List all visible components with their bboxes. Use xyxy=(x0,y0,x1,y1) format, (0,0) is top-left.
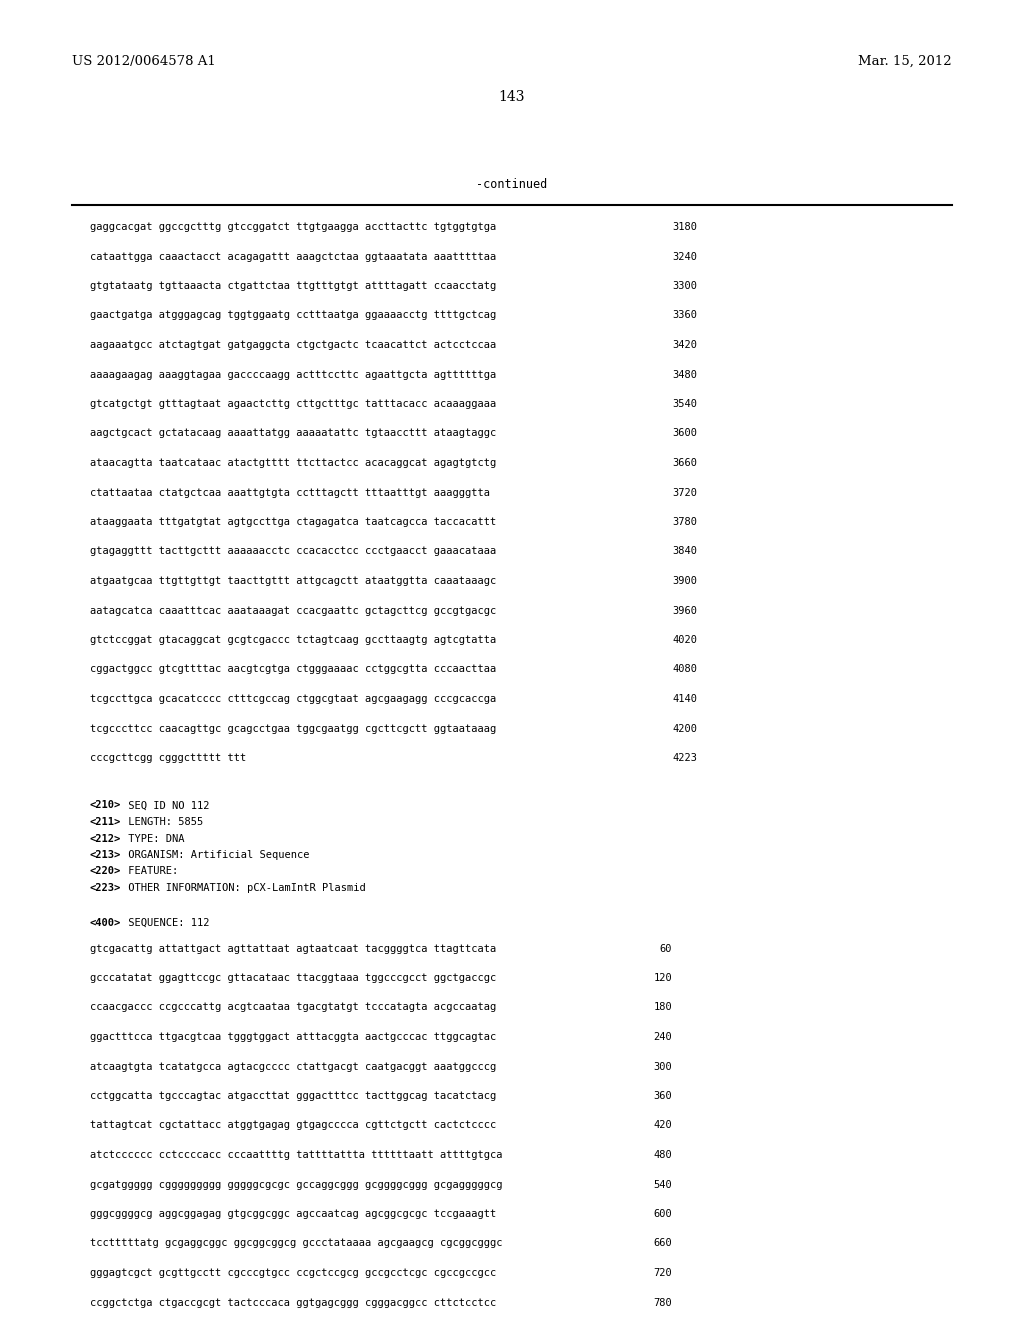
Text: TYPE: DNA: TYPE: DNA xyxy=(123,833,185,843)
Text: <211>: <211> xyxy=(90,817,121,828)
Text: 3180: 3180 xyxy=(672,222,697,232)
Text: atcaagtgta tcatatgcca agtacgcccc ctattgacgt caatgacggt aaatggcccg: atcaagtgta tcatatgcca agtacgcccc ctattga… xyxy=(90,1061,497,1072)
Text: <213>: <213> xyxy=(90,850,121,861)
Text: 420: 420 xyxy=(653,1121,672,1130)
Text: 240: 240 xyxy=(653,1032,672,1041)
Text: 3900: 3900 xyxy=(672,576,697,586)
Text: gtcatgctgt gtttagtaat agaactcttg cttgctttgc tatttacacc acaaaggaaa: gtcatgctgt gtttagtaat agaactcttg cttgctt… xyxy=(90,399,497,409)
Text: SEQ ID NO 112: SEQ ID NO 112 xyxy=(123,800,210,810)
Text: 3840: 3840 xyxy=(672,546,697,557)
Text: tattagtcat cgctattacc atggtgagag gtgagcccca cgttctgctt cactctcccc: tattagtcat cgctattacc atggtgagag gtgagcc… xyxy=(90,1121,497,1130)
Text: <223>: <223> xyxy=(90,883,121,894)
Text: ccggctctga ctgaccgcgt tactcccaca ggtgagcggg cgggacggcc cttctcctcc: ccggctctga ctgaccgcgt tactcccaca ggtgagc… xyxy=(90,1298,497,1308)
Text: 4020: 4020 xyxy=(672,635,697,645)
Text: cataattgga caaactacct acagagattt aaagctctaa ggtaaatata aaatttttaa: cataattgga caaactacct acagagattt aaagctc… xyxy=(90,252,497,261)
Text: aagaaatgcc atctagtgat gatgaggcta ctgctgactc tcaacattct actcctccaa: aagaaatgcc atctagtgat gatgaggcta ctgctga… xyxy=(90,341,497,350)
Text: cggactggcc gtcgttttac aacgtcgtga ctgggaaaac cctggcgtta cccaacttaa: cggactggcc gtcgttttac aacgtcgtga ctgggaa… xyxy=(90,664,497,675)
Text: -continued: -continued xyxy=(476,178,548,191)
Text: 3480: 3480 xyxy=(672,370,697,380)
Text: aagctgcact gctatacaag aaaattatgg aaaaatattc tgtaaccttt ataagtaggc: aagctgcact gctatacaag aaaattatgg aaaaata… xyxy=(90,429,497,438)
Text: 540: 540 xyxy=(653,1180,672,1189)
Text: cccgcttcgg cgggcttttt ttt: cccgcttcgg cgggcttttt ttt xyxy=(90,752,246,763)
Text: tcgcccttcc caacagttgc gcagcctgaa tggcgaatgg cgcttcgctt ggtaataaag: tcgcccttcc caacagttgc gcagcctgaa tggcgaa… xyxy=(90,723,497,734)
Text: 480: 480 xyxy=(653,1150,672,1160)
Text: 60: 60 xyxy=(659,944,672,953)
Text: 600: 600 xyxy=(653,1209,672,1218)
Text: tcgccttgca gcacatcccc ctttcgccag ctggcgtaat agcgaagagg cccgcaccga: tcgccttgca gcacatcccc ctttcgccag ctggcgt… xyxy=(90,694,497,704)
Text: aatagcatca caaatttcac aaataaagat ccacgaattc gctagcttcg gccgtgacgc: aatagcatca caaatttcac aaataaagat ccacgaa… xyxy=(90,606,497,615)
Text: gcccatatat ggagttccgc gttacataac ttacggtaaa tggcccgcct ggctgaccgc: gcccatatat ggagttccgc gttacataac ttacggt… xyxy=(90,973,497,983)
Text: gtgtataatg tgttaaacta ctgattctaa ttgtttgtgt attttagatt ccaacctatg: gtgtataatg tgttaaacta ctgattctaa ttgtttg… xyxy=(90,281,497,290)
Text: 3960: 3960 xyxy=(672,606,697,615)
Text: 780: 780 xyxy=(653,1298,672,1308)
Text: gtcgacattg attattgact agttattaat agtaatcaat tacggggtca ttagttcata: gtcgacattg attattgact agttattaat agtaatc… xyxy=(90,944,497,953)
Text: 4200: 4200 xyxy=(672,723,697,734)
Text: SEQUENCE: 112: SEQUENCE: 112 xyxy=(123,917,210,928)
Text: gggcggggcg aggcggagag gtgcggcggc agccaatcag agcggcgcgc tccgaaagtt: gggcggggcg aggcggagag gtgcggcggc agccaat… xyxy=(90,1209,497,1218)
Text: 3720: 3720 xyxy=(672,487,697,498)
Text: gtctccggat gtacaggcat gcgtcgaccc tctagtcaag gccttaagtg agtcgtatta: gtctccggat gtacaggcat gcgtcgaccc tctagtc… xyxy=(90,635,497,645)
Text: gcgatggggg cggggggggg gggggcgcgc gccaggcggg gcggggcggg gcgagggggcg: gcgatggggg cggggggggg gggggcgcgc gccaggc… xyxy=(90,1180,503,1189)
Text: 4223: 4223 xyxy=(672,752,697,763)
Text: 180: 180 xyxy=(653,1002,672,1012)
Text: 3540: 3540 xyxy=(672,399,697,409)
Text: 4140: 4140 xyxy=(672,694,697,704)
Text: aaaagaagag aaaggtagaa gaccccaagg actttccttc agaattgcta agttttttga: aaaagaagag aaaggtagaa gaccccaagg actttcc… xyxy=(90,370,497,380)
Text: ataaggaata tttgatgtat agtgccttga ctagagatca taatcagcca taccacattt: ataaggaata tttgatgtat agtgccttga ctagaga… xyxy=(90,517,497,527)
Text: gggagtcgct gcgttgcctt cgcccgtgcc ccgctccgcg gccgcctcgc cgccgccgcc: gggagtcgct gcgttgcctt cgcccgtgcc ccgctcc… xyxy=(90,1269,497,1278)
Text: atgaatgcaa ttgttgttgt taacttgttt attgcagctt ataatggtta caaataaagc: atgaatgcaa ttgttgttgt taacttgttt attgcag… xyxy=(90,576,497,586)
Text: 3660: 3660 xyxy=(672,458,697,469)
Text: LENGTH: 5855: LENGTH: 5855 xyxy=(123,817,204,828)
Text: FEATURE:: FEATURE: xyxy=(123,866,179,876)
Text: ggactttcca ttgacgtcaa tgggtggact atttacggta aactgcccac ttggcagtac: ggactttcca ttgacgtcaa tgggtggact atttacg… xyxy=(90,1032,497,1041)
Text: <220>: <220> xyxy=(90,866,121,876)
Text: ataacagtta taatcataac atactgtttt ttcttactcc acacaggcat agagtgtctg: ataacagtta taatcataac atactgtttt ttcttac… xyxy=(90,458,497,469)
Text: tcctttttatg gcgaggcggc ggcggcggcg gccctataaaa agcgaagcg cgcggcgggc: tcctttttatg gcgaggcggc ggcggcggcg gcccta… xyxy=(90,1238,503,1249)
Text: gtagaggttt tacttgcttt aaaaaacctc ccacacctcc ccctgaacct gaaacataaa: gtagaggttt tacttgcttt aaaaaacctc ccacacc… xyxy=(90,546,497,557)
Text: <400>: <400> xyxy=(90,917,121,928)
Text: 3300: 3300 xyxy=(672,281,697,290)
Text: gaactgatga atgggagcag tggtggaatg cctttaatga ggaaaacctg ttttgctcag: gaactgatga atgggagcag tggtggaatg cctttaa… xyxy=(90,310,497,321)
Text: 143: 143 xyxy=(499,90,525,104)
Text: 3360: 3360 xyxy=(672,310,697,321)
Text: ccaacgaccc ccgcccattg acgtcaataa tgacgtatgt tcccatagta acgccaatag: ccaacgaccc ccgcccattg acgtcaataa tgacgta… xyxy=(90,1002,497,1012)
Text: atctcccccc cctccccacc cccaattttg tattttattta ttttttaatt attttgtgca: atctcccccc cctccccacc cccaattttg tatttta… xyxy=(90,1150,503,1160)
Text: 4080: 4080 xyxy=(672,664,697,675)
Text: 3240: 3240 xyxy=(672,252,697,261)
Text: 3780: 3780 xyxy=(672,517,697,527)
Text: <210>: <210> xyxy=(90,800,121,810)
Text: 360: 360 xyxy=(653,1092,672,1101)
Text: Mar. 15, 2012: Mar. 15, 2012 xyxy=(858,55,952,69)
Text: 660: 660 xyxy=(653,1238,672,1249)
Text: ctattaataa ctatgctcaa aaattgtgta cctttagctt tttaatttgt aaagggtta: ctattaataa ctatgctcaa aaattgtgta cctttag… xyxy=(90,487,490,498)
Text: cctggcatta tgcccagtac atgaccttat gggactttcc tacttggcag tacatctacg: cctggcatta tgcccagtac atgaccttat gggactt… xyxy=(90,1092,497,1101)
Text: US 2012/0064578 A1: US 2012/0064578 A1 xyxy=(72,55,216,69)
Text: ORGANISM: Artificial Sequence: ORGANISM: Artificial Sequence xyxy=(123,850,310,861)
Text: 120: 120 xyxy=(653,973,672,983)
Text: gaggcacgat ggccgctttg gtccggatct ttgtgaagga accttacttc tgtggtgtga: gaggcacgat ggccgctttg gtccggatct ttgtgaa… xyxy=(90,222,497,232)
Text: 3600: 3600 xyxy=(672,429,697,438)
Text: 300: 300 xyxy=(653,1061,672,1072)
Text: OTHER INFORMATION: pCX-LamIntR Plasmid: OTHER INFORMATION: pCX-LamIntR Plasmid xyxy=(123,883,367,894)
Text: 3420: 3420 xyxy=(672,341,697,350)
Text: <212>: <212> xyxy=(90,833,121,843)
Text: 720: 720 xyxy=(653,1269,672,1278)
